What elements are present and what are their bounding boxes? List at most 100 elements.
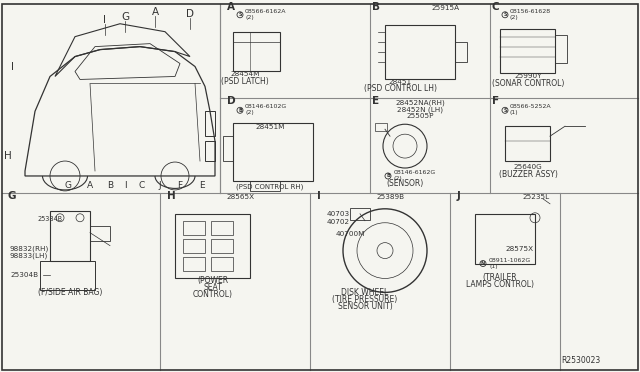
Text: A: A — [227, 2, 235, 12]
Text: 28452NA(RH): 28452NA(RH) — [395, 99, 445, 106]
Text: B: B — [107, 182, 113, 190]
Text: 28451M: 28451M — [255, 124, 285, 130]
Bar — [475, 214, 535, 263]
Bar — [500, 29, 555, 74]
Text: (PSD CONTROL LH): (PSD CONTROL LH) — [364, 84, 436, 93]
Text: (F/SIDE AIR BAG): (F/SIDE AIR BAG) — [38, 288, 102, 297]
Text: DISK WHEEL: DISK WHEEL — [341, 288, 388, 297]
Bar — [90, 226, 110, 241]
Text: 25304B: 25304B — [10, 272, 38, 279]
Text: I: I — [10, 61, 13, 71]
Bar — [455, 42, 467, 61]
Text: 25384B: 25384B — [37, 216, 63, 222]
Text: I: I — [317, 191, 321, 201]
Text: G: G — [121, 12, 129, 22]
Bar — [211, 257, 233, 270]
Text: H: H — [4, 151, 12, 161]
Text: S: S — [503, 12, 507, 17]
Text: R2530023: R2530023 — [561, 356, 600, 365]
Text: 25990Y: 25990Y — [515, 73, 541, 80]
Bar — [183, 257, 205, 270]
Text: (PSD LATCH): (PSD LATCH) — [221, 77, 269, 86]
Text: (1): (1) — [510, 110, 518, 115]
Text: CONTROL): CONTROL) — [193, 291, 233, 299]
Bar — [50, 211, 90, 260]
Text: 08156-61628: 08156-61628 — [510, 9, 551, 14]
Text: 08146-6102G: 08146-6102G — [245, 104, 287, 109]
Text: 28575X: 28575X — [506, 246, 534, 251]
Text: 28451: 28451 — [388, 80, 412, 86]
Bar — [205, 141, 215, 161]
Text: 98832(RH): 98832(RH) — [10, 246, 49, 252]
Text: G: G — [7, 191, 15, 201]
Text: 40703: 40703 — [327, 211, 350, 217]
Text: (2): (2) — [245, 15, 253, 20]
Text: SENSOR UNIT): SENSOR UNIT) — [338, 302, 392, 311]
Text: J: J — [457, 191, 461, 201]
Text: J: J — [159, 182, 161, 190]
Text: H: H — [167, 191, 176, 201]
Bar — [183, 239, 205, 253]
Text: (SONAR CONTROL): (SONAR CONTROL) — [492, 79, 564, 89]
Text: 98833(LH): 98833(LH) — [10, 253, 48, 259]
Bar — [183, 221, 205, 235]
Text: A: A — [152, 7, 159, 17]
Text: 25389B: 25389B — [377, 194, 405, 200]
Text: 28565X: 28565X — [227, 194, 255, 200]
Text: 25235L: 25235L — [523, 194, 550, 200]
Text: I: I — [104, 15, 106, 25]
Text: F: F — [177, 182, 182, 190]
Bar — [223, 136, 233, 161]
Text: E: E — [199, 182, 205, 190]
Text: 40702: 40702 — [327, 219, 350, 225]
Text: (2): (2) — [394, 176, 403, 181]
Text: SEAT: SEAT — [204, 283, 222, 292]
Text: 25915A: 25915A — [432, 5, 460, 11]
Text: A: A — [87, 182, 93, 190]
Text: N: N — [481, 261, 485, 266]
Text: 28452N (LH): 28452N (LH) — [397, 106, 443, 113]
Text: LAMPS CONTROL): LAMPS CONTROL) — [466, 280, 534, 289]
Text: I: I — [124, 182, 126, 190]
Text: (TIRE PRESSURE): (TIRE PRESSURE) — [332, 295, 397, 304]
Bar — [555, 35, 567, 62]
Bar — [250, 181, 280, 191]
Bar — [233, 123, 313, 181]
Text: (2): (2) — [510, 15, 519, 20]
Text: F: F — [492, 96, 499, 106]
Bar — [375, 123, 387, 131]
Text: 25505P: 25505P — [406, 113, 434, 119]
Text: C: C — [492, 2, 500, 12]
Text: 08911-1062G: 08911-1062G — [489, 257, 531, 263]
Text: (TRAILER: (TRAILER — [483, 273, 517, 282]
Text: (POWER: (POWER — [197, 276, 228, 285]
Bar — [40, 260, 95, 291]
Text: S: S — [503, 108, 507, 113]
Text: B: B — [372, 2, 380, 12]
Text: 08566-5252A: 08566-5252A — [510, 104, 552, 109]
Bar — [505, 126, 550, 161]
Text: D: D — [227, 96, 236, 106]
Text: (SENSOR): (SENSOR) — [387, 179, 424, 188]
Text: 40700M: 40700M — [335, 231, 365, 237]
Text: E: E — [372, 96, 379, 106]
Text: (PSD CONTROL RH): (PSD CONTROL RH) — [236, 184, 304, 190]
Text: C: C — [139, 182, 145, 190]
Text: (BUZZER ASSY): (BUZZER ASSY) — [499, 170, 557, 179]
Text: B: B — [386, 173, 390, 179]
Text: B: B — [238, 108, 242, 113]
Text: D: D — [186, 9, 194, 19]
Bar — [205, 111, 215, 136]
Text: 08566-6162A: 08566-6162A — [245, 9, 287, 14]
Bar — [211, 221, 233, 235]
Text: (1): (1) — [489, 263, 498, 269]
Bar — [350, 208, 370, 220]
Bar — [175, 214, 250, 279]
Text: 08146-6162G: 08146-6162G — [394, 170, 436, 175]
Text: (2): (2) — [245, 110, 253, 115]
Text: G: G — [65, 182, 72, 190]
Text: S: S — [238, 12, 242, 17]
Bar — [211, 239, 233, 253]
Text: 28454M: 28454M — [230, 71, 260, 77]
Text: 25640G: 25640G — [514, 164, 542, 170]
